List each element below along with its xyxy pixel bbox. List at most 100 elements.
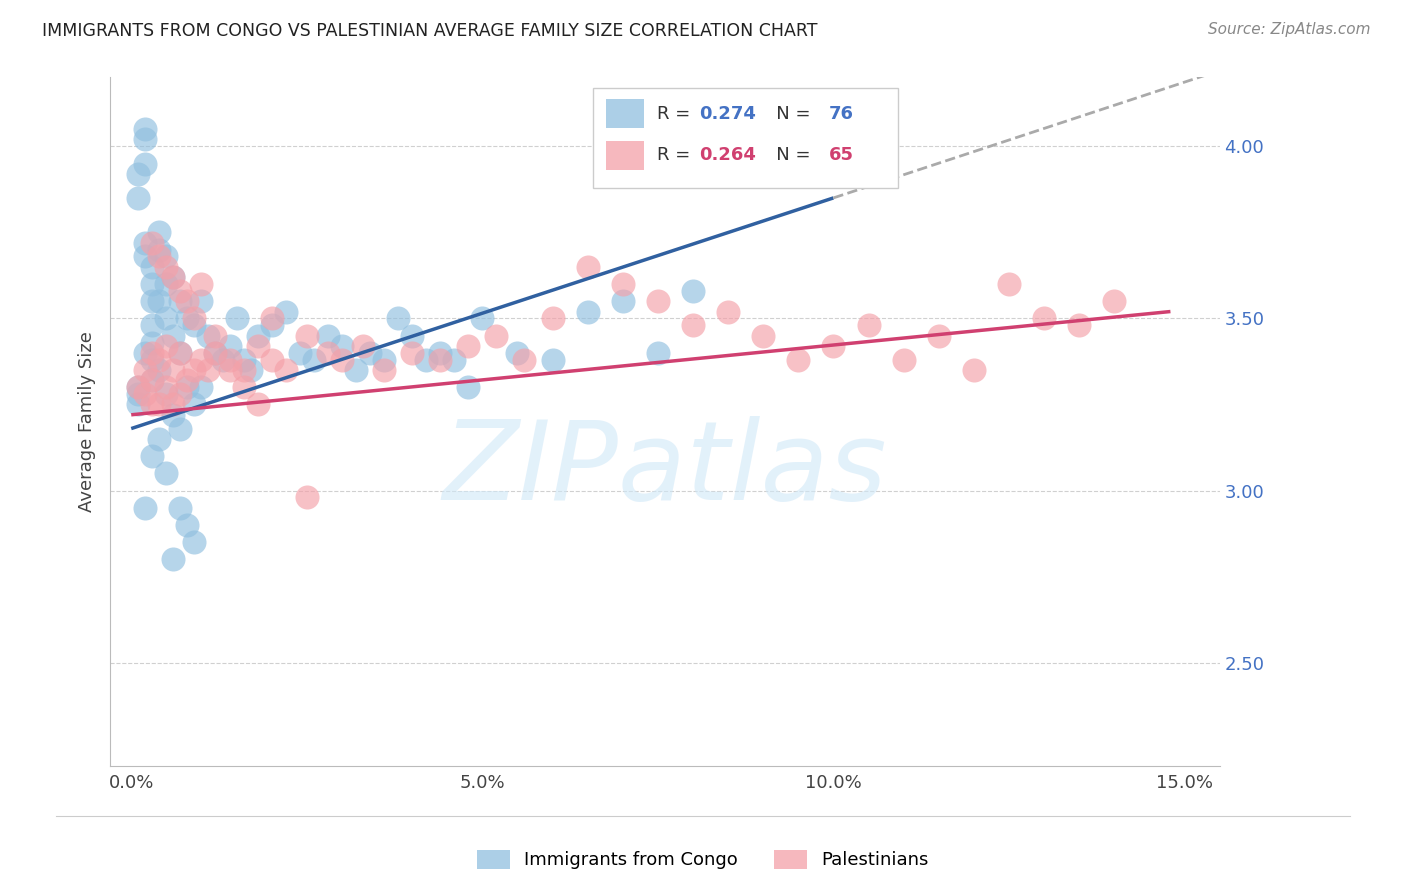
Point (169, 284, 191, 298)
Point (127, 380, 149, 394)
Point (260, 352, 283, 367)
Point (162, 363, 184, 377)
FancyBboxPatch shape (606, 141, 644, 169)
Point (316, 346, 339, 360)
Point (204, 328, 226, 343)
Point (239, 363, 262, 377)
Point (274, 304, 297, 318)
FancyBboxPatch shape (606, 100, 644, 128)
Point (429, 346, 451, 360)
Point (330, 339, 353, 353)
Point (141, 318, 163, 333)
Point (148, 249, 170, 263)
Point (134, 235, 156, 250)
Point (176, 294, 198, 309)
Point (359, 346, 381, 360)
Point (148, 397, 170, 411)
Point (134, 122, 156, 136)
Point (998, 277, 1021, 291)
Point (682, 318, 704, 333)
Text: R =: R = (657, 105, 696, 123)
Point (197, 363, 219, 377)
FancyBboxPatch shape (593, 87, 898, 187)
Point (127, 387, 149, 401)
Point (752, 328, 775, 343)
Point (373, 363, 395, 377)
Point (190, 380, 212, 394)
Point (429, 352, 451, 367)
Point (197, 328, 219, 343)
Point (471, 311, 494, 326)
Point (148, 363, 170, 377)
Point (457, 339, 479, 353)
Point (169, 421, 191, 435)
Point (246, 397, 269, 411)
Point (155, 387, 177, 401)
Point (155, 339, 177, 353)
Point (1033, 311, 1056, 326)
Point (141, 373, 163, 387)
Point (141, 449, 163, 463)
Point (682, 284, 704, 298)
Point (141, 373, 163, 387)
Point (134, 249, 156, 263)
Point (155, 467, 177, 481)
Point (316, 328, 339, 343)
Point (127, 167, 149, 181)
Point (232, 380, 254, 394)
Point (893, 352, 915, 367)
Point (457, 380, 479, 394)
Point (134, 132, 156, 146)
Point (162, 328, 184, 343)
Point (127, 380, 149, 394)
Point (134, 363, 156, 377)
Point (330, 352, 353, 367)
Text: N =: N = (759, 105, 817, 123)
Text: 65: 65 (830, 146, 853, 164)
Point (155, 260, 177, 274)
Point (141, 352, 163, 367)
Point (134, 346, 156, 360)
Point (155, 311, 177, 326)
Point (162, 552, 184, 566)
Text: IMMIGRANTS FROM CONGO VS PALESTINIAN AVERAGE FAMILY SIZE CORRELATION CHART: IMMIGRANTS FROM CONGO VS PALESTINIAN AVE… (42, 22, 818, 40)
Point (176, 373, 198, 387)
Point (148, 225, 170, 239)
Legend: Immigrants from Congo, Palestinians: Immigrants from Congo, Palestinians (468, 841, 938, 879)
Text: 76: 76 (830, 105, 853, 123)
Point (127, 397, 149, 411)
Text: ZIPatlas: ZIPatlas (443, 417, 887, 524)
Point (190, 352, 212, 367)
Point (141, 335, 163, 350)
Point (274, 363, 297, 377)
Point (485, 328, 508, 343)
Point (576, 260, 599, 274)
Point (183, 318, 205, 333)
Point (401, 328, 423, 343)
Text: 0.274: 0.274 (699, 105, 756, 123)
Point (1069, 318, 1091, 333)
Point (141, 235, 163, 250)
Point (928, 328, 950, 343)
Point (162, 408, 184, 422)
Point (127, 191, 149, 205)
Point (541, 352, 564, 367)
Point (176, 380, 198, 394)
Point (169, 346, 191, 360)
Point (260, 318, 283, 333)
Point (295, 328, 318, 343)
Point (169, 387, 191, 401)
Point (204, 346, 226, 360)
Point (647, 294, 669, 309)
Point (225, 311, 247, 326)
Point (162, 270, 184, 285)
Point (218, 363, 240, 377)
Y-axis label: Average Family Size: Average Family Size (79, 331, 96, 512)
Text: Source: ZipAtlas.com: Source: ZipAtlas.com (1208, 22, 1371, 37)
Point (134, 500, 156, 515)
Point (148, 352, 170, 367)
Point (823, 339, 845, 353)
Point (218, 352, 240, 367)
Point (541, 311, 564, 326)
Point (246, 339, 269, 353)
